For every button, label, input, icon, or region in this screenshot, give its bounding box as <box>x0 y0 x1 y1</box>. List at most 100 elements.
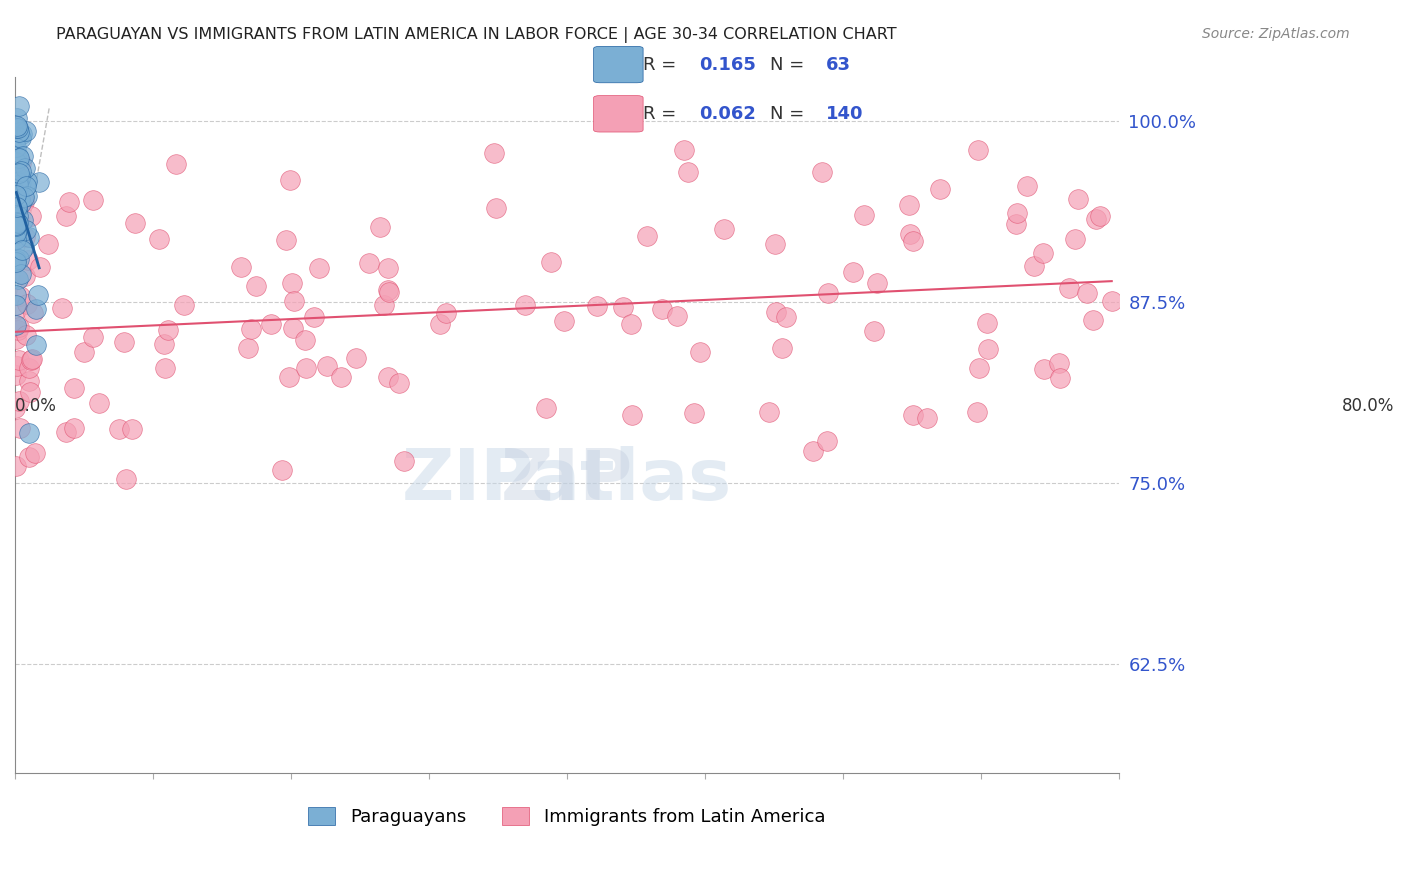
Point <box>112 335 135 350</box>
Point <box>14 268 37 283</box>
Point <box>329 370 352 384</box>
Point <box>278 173 301 187</box>
Point <box>1083 312 1105 326</box>
Point <box>7 166 30 180</box>
Point <box>8 421 31 435</box>
Point <box>966 404 988 418</box>
Point <box>24 301 46 316</box>
Point <box>6 148 28 162</box>
Point <box>121 422 143 436</box>
Point <box>6 186 28 200</box>
Point <box>1005 217 1028 231</box>
Point <box>651 301 673 316</box>
Point <box>1076 286 1098 301</box>
Point <box>1101 294 1123 309</box>
Point <box>21 351 44 366</box>
Point <box>966 143 988 157</box>
Point <box>586 299 609 313</box>
Point <box>898 227 921 241</box>
Point <box>271 463 294 477</box>
Point <box>17 253 39 268</box>
Point <box>20 353 42 368</box>
Point <box>155 361 177 376</box>
Text: PARAGUAYAN VS IMMIGRANTS FROM LATIN AMERICA IN LABOR FORCE | AGE 30-34 CORRELATI: PARAGUAYAN VS IMMIGRANTS FROM LATIN AMER… <box>56 27 897 43</box>
Point <box>8 99 31 113</box>
Point <box>485 201 508 215</box>
Point <box>157 323 180 337</box>
Point <box>392 454 415 468</box>
Text: N =: N = <box>770 55 804 73</box>
Point <box>114 472 136 486</box>
Point <box>6 223 28 237</box>
Point <box>7 252 30 267</box>
Point <box>13 190 35 204</box>
Text: ZIP: ZIP <box>501 446 633 516</box>
Point <box>14 161 37 176</box>
Point <box>6 167 28 181</box>
Point <box>1005 205 1028 219</box>
FancyBboxPatch shape <box>593 95 643 132</box>
Point <box>915 411 938 425</box>
Point <box>277 370 299 384</box>
Point <box>37 237 59 252</box>
Point <box>863 325 886 339</box>
FancyBboxPatch shape <box>593 46 643 83</box>
Point <box>58 194 80 209</box>
Point <box>763 236 786 251</box>
Point <box>51 301 73 316</box>
Point <box>6 188 28 202</box>
Point <box>55 425 77 439</box>
Point <box>63 421 86 435</box>
Point <box>1015 179 1038 194</box>
Point <box>13 212 35 227</box>
Point <box>1084 212 1107 227</box>
Point <box>229 260 252 275</box>
Point <box>15 123 38 137</box>
Point <box>10 195 32 210</box>
Point <box>377 370 399 384</box>
Point <box>10 164 32 178</box>
Point <box>853 209 876 223</box>
Point <box>388 376 411 390</box>
Point <box>534 401 557 415</box>
Point <box>239 322 262 336</box>
Point <box>6 202 28 216</box>
Point <box>4 458 27 473</box>
Point <box>14 179 37 194</box>
Point <box>17 375 39 389</box>
Point <box>7 175 30 189</box>
Point <box>689 344 711 359</box>
Point <box>24 338 46 352</box>
Point <box>434 306 457 320</box>
Legend: Paraguayans, Immigrants from Latin America: Paraguayans, Immigrants from Latin Ameri… <box>301 799 832 833</box>
Point <box>15 297 38 311</box>
Point <box>15 189 38 203</box>
Text: ZIPatlas: ZIPatlas <box>402 446 733 516</box>
Point <box>7 323 30 337</box>
Point <box>7 120 30 135</box>
Point <box>6 219 28 233</box>
Point <box>27 288 49 302</box>
Point <box>316 359 339 373</box>
Point <box>6 303 28 318</box>
Point <box>87 395 110 409</box>
Point <box>1066 193 1088 207</box>
Point <box>8 125 31 139</box>
Point <box>368 219 391 234</box>
Point <box>11 243 34 257</box>
Point <box>238 341 260 355</box>
Point <box>553 314 575 328</box>
Point <box>7 353 30 368</box>
Point <box>6 209 28 223</box>
Point <box>153 336 176 351</box>
Point <box>676 165 699 179</box>
Point <box>378 285 401 299</box>
Point <box>55 209 77 223</box>
Point <box>1033 362 1056 376</box>
Point <box>1088 210 1111 224</box>
Point <box>148 231 170 245</box>
Point <box>515 298 537 312</box>
Point <box>7 272 30 286</box>
Point <box>10 267 32 281</box>
Point <box>636 229 658 244</box>
